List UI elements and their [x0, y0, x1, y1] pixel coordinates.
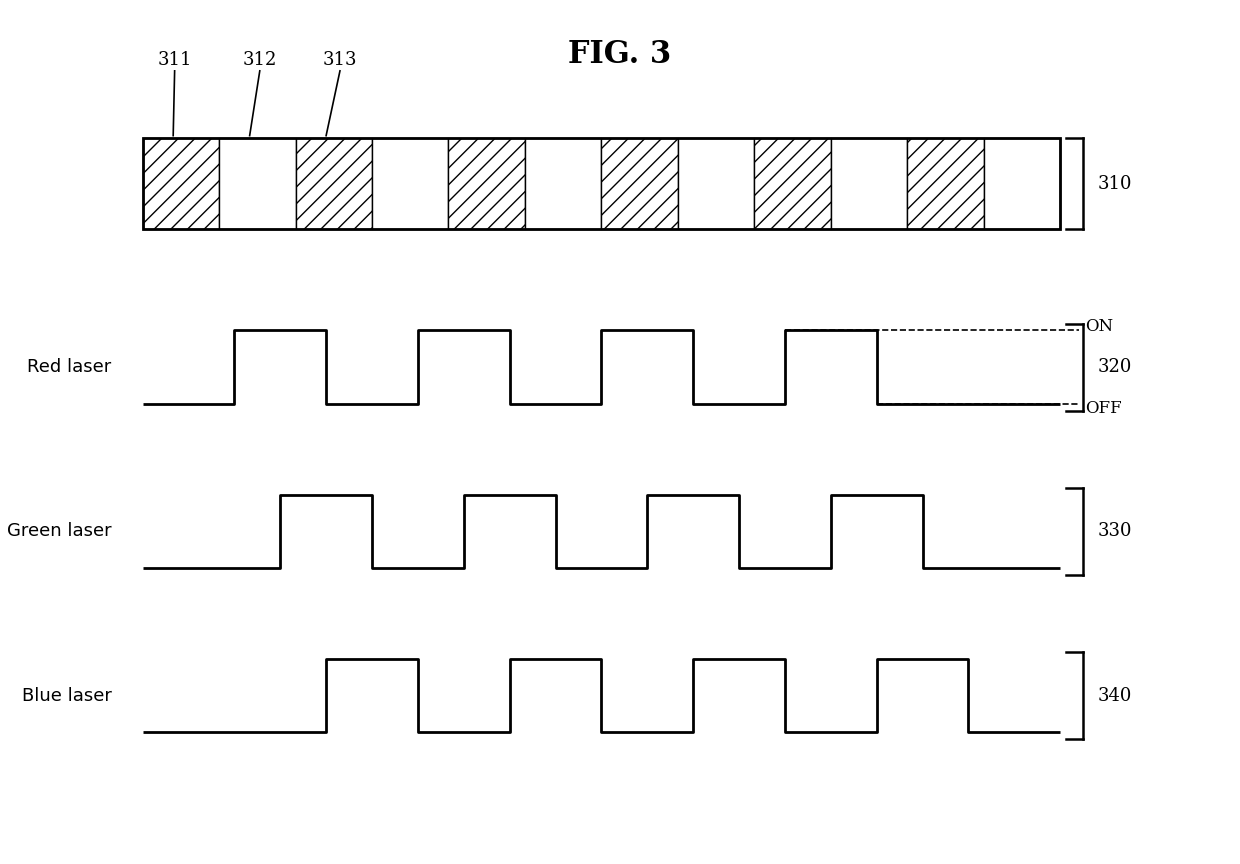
- Bar: [295, 138, 372, 229]
- Bar: [219, 138, 295, 229]
- Text: 311: 311: [157, 51, 192, 69]
- Text: 313: 313: [322, 51, 357, 69]
- Text: Blue laser: Blue laser: [22, 687, 112, 704]
- Bar: [831, 138, 908, 229]
- Bar: [983, 138, 1060, 229]
- Bar: [143, 138, 219, 229]
- Bar: [754, 138, 831, 229]
- Bar: [908, 138, 983, 229]
- Text: FIG. 3: FIG. 3: [568, 39, 672, 70]
- Bar: [525, 138, 601, 229]
- Text: Red laser: Red laser: [27, 359, 112, 376]
- Bar: [449, 138, 525, 229]
- Bar: [678, 138, 754, 229]
- Text: OFF: OFF: [1085, 400, 1122, 416]
- Text: 340: 340: [1097, 687, 1132, 704]
- Text: 312: 312: [243, 51, 277, 69]
- Text: ON: ON: [1085, 318, 1114, 334]
- Bar: [372, 138, 449, 229]
- Text: 330: 330: [1097, 523, 1132, 540]
- Bar: [143, 138, 1060, 229]
- Text: Green laser: Green laser: [7, 523, 112, 540]
- Text: 310: 310: [1097, 175, 1132, 193]
- Text: 320: 320: [1097, 359, 1132, 376]
- Bar: [601, 138, 678, 229]
